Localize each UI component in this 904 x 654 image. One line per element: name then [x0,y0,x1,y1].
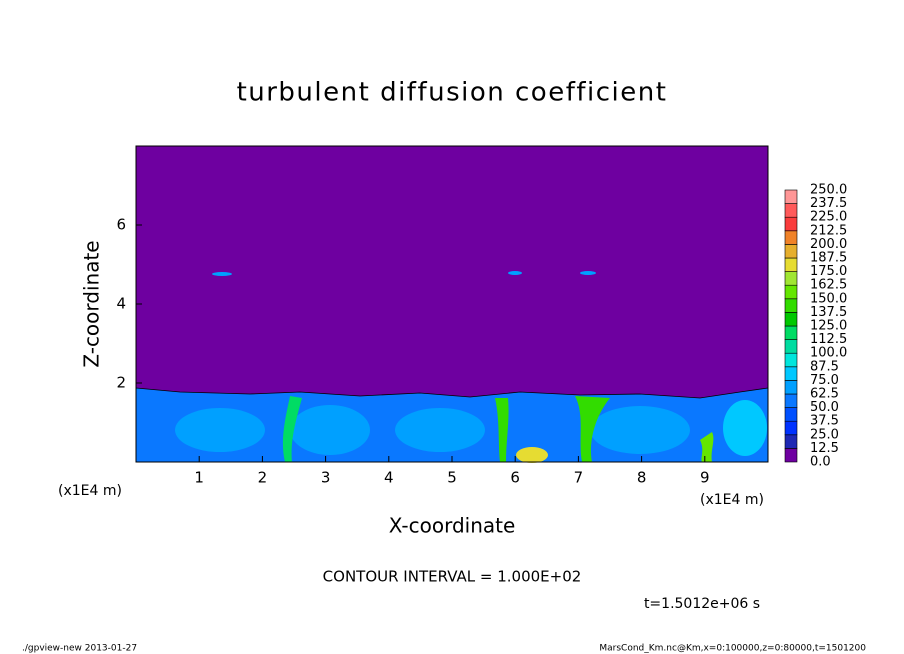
colorbar-label: 50.0 [810,400,839,415]
field [135,146,769,463]
colorbar-label: 212.5 [810,223,847,238]
x-axis-label: X-coordinate [389,514,516,538]
colorbar-label: 125.0 [810,319,847,334]
y-axis-label: Z-coordinate [80,240,104,367]
colorbar-box [784,230,798,245]
colorbar-label: 162.5 [810,278,847,293]
x-tick-label: 8 [637,469,647,487]
colorbar-label: 237.5 [810,196,847,211]
colorbar-box [784,298,798,313]
colorbar-box [784,244,798,259]
x-tick-label: 6 [510,469,520,487]
x-tick-label: 2 [258,469,268,487]
colorbar-label: 25.0 [810,427,839,442]
field-plume [282,396,302,462]
colorbar-box [784,380,798,395]
colorbar-box [784,216,798,232]
colorbar-label: 100.0 [810,346,847,361]
colorbar-label: 87.5 [810,359,839,374]
y-tick-label: 2 [116,374,126,392]
colorbar-box [784,271,798,286]
colorbar-label: 12.5 [810,441,839,456]
field-core [516,447,548,463]
colorbar-box [784,366,798,381]
colorbar-label: 200.0 [810,237,847,252]
x-tick-label: 3 [321,469,331,487]
colorbar-label: 62.5 [810,387,839,402]
x-tick-label: 7 [574,469,584,487]
colorbar-label: 137.5 [810,305,847,320]
colorbar-box [784,434,798,449]
field-eddy [723,400,767,456]
colorbar-label: 37.5 [810,414,839,429]
colorbar-label: 175.0 [810,264,847,279]
colorbar-label: 225.0 [810,210,847,225]
annotation: MarsCond_Km.nc@Km,x=0:100000,z=0:80000,t… [599,644,866,654]
colorbar-label: 250.0 [810,183,847,198]
colorbar-box [784,339,798,354]
colorbar-box [784,257,798,272]
colorbar-label: 0.0 [810,455,831,470]
colorbar-box [784,407,798,422]
y-unit-label: (x1E4 m) [58,483,122,499]
x-tick-label: 9 [700,469,710,487]
field-plume [575,396,610,462]
y-tick-label: 4 [116,295,126,313]
field-plume [495,398,509,462]
colorbar-box [784,189,798,204]
field-blob [580,271,596,275]
colorbar-box [784,352,798,368]
x-tick-label: 4 [384,469,394,487]
colorbar-box [784,312,798,327]
annotation: t=1.5012e+06 s [644,596,760,612]
colorbar-box [784,325,798,340]
colorbar-box [784,284,798,300]
colorbar-label: 75.0 [810,373,839,388]
field-eddy [290,405,370,455]
x-unit-label: (x1E4 m) [700,492,764,508]
field-eddy [395,408,485,452]
colorbar-box [784,393,798,408]
field-eddy [590,406,690,454]
x-tick-label: 5 [447,469,457,487]
colorbar-label: 112.5 [810,332,847,347]
field-plume [700,432,714,462]
field-blob [212,272,232,276]
colorbar-box [784,203,798,218]
field-blob [508,271,522,275]
annotation: ./gpview-new 2013-01-27 [22,644,137,654]
colorbar-box [784,420,798,436]
annotation: CONTOUR INTERVAL = 1.000E+02 [323,568,582,586]
colorbar-label: 187.5 [810,251,847,266]
field-eddy [175,408,265,452]
colorbar-box [784,448,798,463]
colorbar-label: 150.0 [810,291,847,306]
chart-title: turbulent diffusion coefficient [237,78,668,108]
y-tick-label: 6 [116,216,126,234]
x-tick-label: 1 [194,469,204,487]
